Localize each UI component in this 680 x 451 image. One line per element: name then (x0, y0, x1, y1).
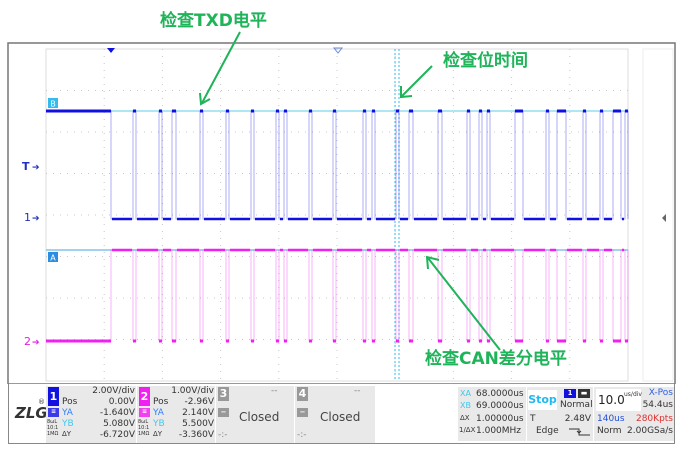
ch1-pos: 0.00V (108, 397, 135, 407)
ch2-ground-marker[interactable]: 2 (24, 335, 31, 348)
ch2-yb-label: YB (153, 419, 165, 429)
ch3-badge[interactable]: 3 (218, 387, 229, 401)
ch2-yb: 5.500V (182, 419, 214, 429)
ch3-status: Closed (239, 410, 280, 424)
xb-value: 69.0000us (476, 401, 524, 411)
ch2-coupling: 8ωL 10:1 1MΩ (138, 419, 150, 437)
trigger-level-marker[interactable]: T (22, 160, 30, 173)
dx-label: ΔX (460, 414, 470, 422)
acquire-mode: Norm (597, 426, 622, 436)
ch2-badge[interactable]: 2 (139, 387, 150, 406)
trigger-coupling-icon: ▬ (578, 389, 590, 398)
ch4-badge[interactable]: 4 (297, 387, 308, 401)
xa-value: 68.0000us (476, 389, 524, 399)
xpos-label: X-Pos (648, 388, 673, 398)
ch1-dy: -6.720V (99, 430, 135, 440)
expand-arrow-icon[interactable] (662, 214, 666, 222)
zlg-logo: ZLG (15, 404, 48, 422)
side-panel (642, 48, 674, 382)
annotation-bit-time: 检查位时间 (443, 51, 528, 71)
registered-icon: ® (38, 398, 45, 406)
ch1-pos-label: Pos (62, 397, 78, 407)
timebase-value[interactable]: 10.0 (598, 393, 625, 407)
plot-area (45, 48, 629, 382)
rising-edge-icon (569, 428, 590, 436)
trigger-mode[interactable]: Normal (560, 400, 593, 410)
ch2-vdiv[interactable]: 1.00V/div (171, 386, 214, 396)
arrow-right-icon: ➔ (32, 214, 40, 224)
ch1-badge[interactable]: 1 (48, 387, 59, 406)
ch3-placeholder: -:- (218, 430, 228, 440)
ch1-coupling: 8ωL 10:1 1MΩ (47, 419, 59, 437)
trigger-level[interactable]: 2.48V (564, 414, 591, 424)
ch4-minus-icon: − (297, 408, 308, 417)
ch2-bandwidth-icon: ≡ (139, 408, 150, 417)
xa-label: XA (460, 389, 471, 398)
arrow-right-icon: ➔ (32, 338, 40, 348)
trigger-level-label: T (530, 414, 536, 424)
ch4-vdiv-placeholder: -- (354, 386, 361, 396)
annotation-arrows (199, 31, 501, 351)
trigger-type[interactable]: Edge (536, 426, 559, 436)
ch2-pos-label: Pos (153, 397, 169, 407)
timebase-unit: us/div (624, 391, 642, 398)
cursor-panel[interactable] (458, 387, 526, 441)
cursor-b-marker[interactable] (48, 98, 58, 108)
ch4-panel[interactable] (295, 386, 375, 443)
ch2-pos: -2.96V (184, 397, 214, 407)
cursor-a-label: A (50, 254, 56, 263)
ch2-dy-label: ΔY (153, 430, 163, 438)
cursor-a-marker[interactable] (48, 252, 58, 262)
ch3-minus-icon: − (218, 408, 229, 417)
time-reference-icon[interactable] (332, 47, 344, 54)
ch1-ya: -1.640V (99, 408, 135, 418)
run-stop-button[interactable]: Stop (528, 390, 557, 410)
ch3-vdiv-placeholder: -- (271, 386, 278, 396)
waveform-display[interactable]: B A T ➔ 1 ➔ 2 ➔ (0, 0, 680, 384)
cursor-b-label: B (50, 100, 56, 109)
ch1-yb: 5.080V (103, 419, 135, 429)
xb-label: XB (460, 401, 471, 410)
ch3-panel[interactable] (216, 386, 294, 443)
annotation-txd-level: 检查TXD电平 (160, 11, 267, 31)
memory-depth: 280Kpts (635, 414, 673, 424)
arrow-right-icon: ➔ (32, 163, 40, 173)
annotation-can-diff-level: 检查CAN差分电平 (425, 349, 567, 369)
trigger-source-icon: 1 (564, 389, 576, 398)
ch2-ya: 2.140V (182, 408, 214, 418)
ch4-status: Closed (320, 410, 361, 424)
ch1-ya-label: YA (62, 408, 73, 418)
ch1-ground-marker[interactable]: 1 (24, 211, 31, 224)
xpos-value[interactable]: 54.4us (642, 400, 673, 410)
inv-dx-value: 1.000MHz (476, 426, 522, 436)
sample-rate: 2.00GSa/s (627, 426, 673, 436)
ch1-vdiv[interactable]: 2.00V/div (92, 386, 135, 396)
ch2-ya-label: YA (153, 408, 164, 418)
ch2-dy: -3.360V (178, 430, 214, 440)
ch1-panel[interactable] (46, 386, 136, 443)
status-panel: ZLG ® 1 2.00V/div Pos 0.00V ≡ YA -1.640V… (8, 384, 675, 444)
time-window: 140us (597, 414, 625, 424)
ch1-yb-label: YB (62, 419, 74, 429)
inv-dx-label: 1/ΔX (459, 426, 476, 434)
ch1-bandwidth-icon: ≡ (48, 408, 59, 417)
dx-value: 1.00000us (476, 414, 524, 424)
trigger-position-icon[interactable] (107, 48, 115, 53)
ch4-placeholder: -:- (297, 430, 307, 440)
ch2-panel[interactable] (137, 386, 215, 443)
ch1-dy-label: ΔY (62, 430, 72, 438)
